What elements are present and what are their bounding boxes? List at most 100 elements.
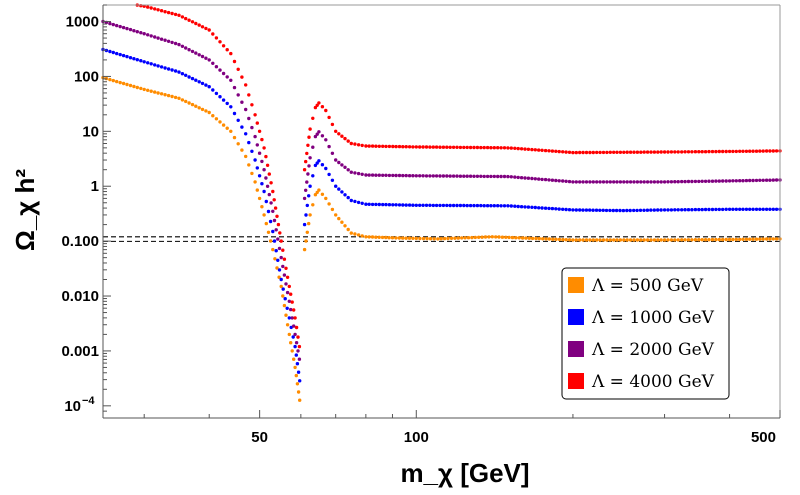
data-point: [513, 204, 517, 208]
data-point: [649, 180, 653, 184]
data-point: [274, 249, 278, 253]
data-point: [346, 227, 350, 232]
data-point: [601, 180, 606, 184]
data-point: [652, 180, 657, 184]
data-point: [290, 349, 294, 353]
data-point: [758, 207, 762, 211]
data-point: [159, 9, 164, 13]
data-point: [519, 205, 524, 209]
data-point: [595, 150, 599, 155]
data-point: [717, 149, 721, 154]
data-point: [561, 207, 565, 211]
data-point: [748, 207, 752, 211]
data-point: [190, 76, 195, 81]
data-point: [190, 102, 195, 107]
data-point: [343, 165, 347, 169]
data-point: [683, 150, 687, 154]
data-point: [194, 104, 198, 108]
data-point: [180, 15, 185, 19]
data-point: [502, 204, 507, 208]
data-point: [578, 180, 582, 184]
data-point: [346, 195, 350, 200]
data-point: [621, 208, 626, 213]
data-point: [276, 258, 280, 262]
data-point: [253, 113, 257, 117]
data-point: [377, 235, 381, 239]
data-point: [448, 174, 452, 178]
data-point: [754, 178, 759, 183]
legend-label: Λ = 1000 GeV: [591, 308, 715, 328]
data-point: [324, 166, 328, 171]
data-point: [204, 26, 208, 31]
data-point: [267, 192, 271, 197]
data-point: [255, 166, 259, 170]
data-point: [652, 238, 657, 242]
data-point: [601, 208, 605, 212]
data-point: [232, 85, 237, 90]
data-point: [315, 132, 319, 136]
data-point: [218, 40, 222, 44]
data-point: [669, 238, 674, 242]
data-point: [414, 145, 418, 149]
data-point: [184, 46, 188, 50]
data-point: [324, 196, 328, 201]
data-point: [200, 25, 205, 29]
data-point: [673, 150, 677, 154]
data-point: [483, 235, 488, 239]
data-point: [149, 34, 153, 38]
data-point: [652, 208, 656, 212]
legend-label: Λ = 4000 GeV: [591, 372, 715, 392]
data-point: [574, 238, 578, 242]
data-point: [571, 150, 575, 155]
data-point: [618, 150, 623, 154]
data-point: [135, 58, 139, 62]
data-point: [504, 235, 508, 239]
data-point: [317, 188, 321, 192]
data-point: [295, 362, 300, 366]
data-point: [207, 58, 211, 62]
data-point: [146, 61, 150, 65]
data-point: [487, 235, 491, 239]
data-point: [411, 203, 415, 207]
data-point: [320, 105, 325, 109]
data-point: [276, 222, 281, 227]
data-point: [305, 203, 309, 208]
data-point: [170, 68, 174, 72]
data-point: [432, 237, 436, 241]
data-point: [714, 179, 718, 183]
data-point: [418, 203, 422, 207]
data-point: [612, 150, 616, 154]
data-point: [703, 179, 708, 183]
data-point: [436, 237, 440, 241]
data-point: [500, 235, 505, 239]
data-point: [686, 150, 691, 154]
data-point: [567, 179, 572, 184]
data-point: [744, 149, 749, 153]
data-point: [296, 335, 300, 339]
data-point: [460, 236, 464, 240]
data-point: [125, 82, 129, 87]
data-point: [764, 237, 769, 241]
data-point: [250, 171, 254, 176]
data-point: [343, 136, 347, 141]
data-point: [561, 179, 565, 183]
data-point: [364, 202, 368, 206]
data-point: [313, 134, 318, 139]
data-point: [394, 144, 398, 149]
data-point: [262, 146, 266, 150]
data-point: [438, 145, 442, 149]
data-point: [680, 179, 684, 184]
data-point: [330, 122, 335, 127]
data-point: [509, 204, 513, 208]
data-point: [530, 205, 534, 209]
data-point: [281, 287, 285, 291]
data-point: [265, 184, 270, 188]
data-point: [697, 238, 701, 242]
data-point: [540, 177, 544, 182]
data-point: [277, 275, 281, 279]
data-point: [734, 237, 738, 242]
data-point: [519, 176, 524, 180]
data-point: [499, 146, 503, 150]
data-point: [489, 146, 493, 150]
